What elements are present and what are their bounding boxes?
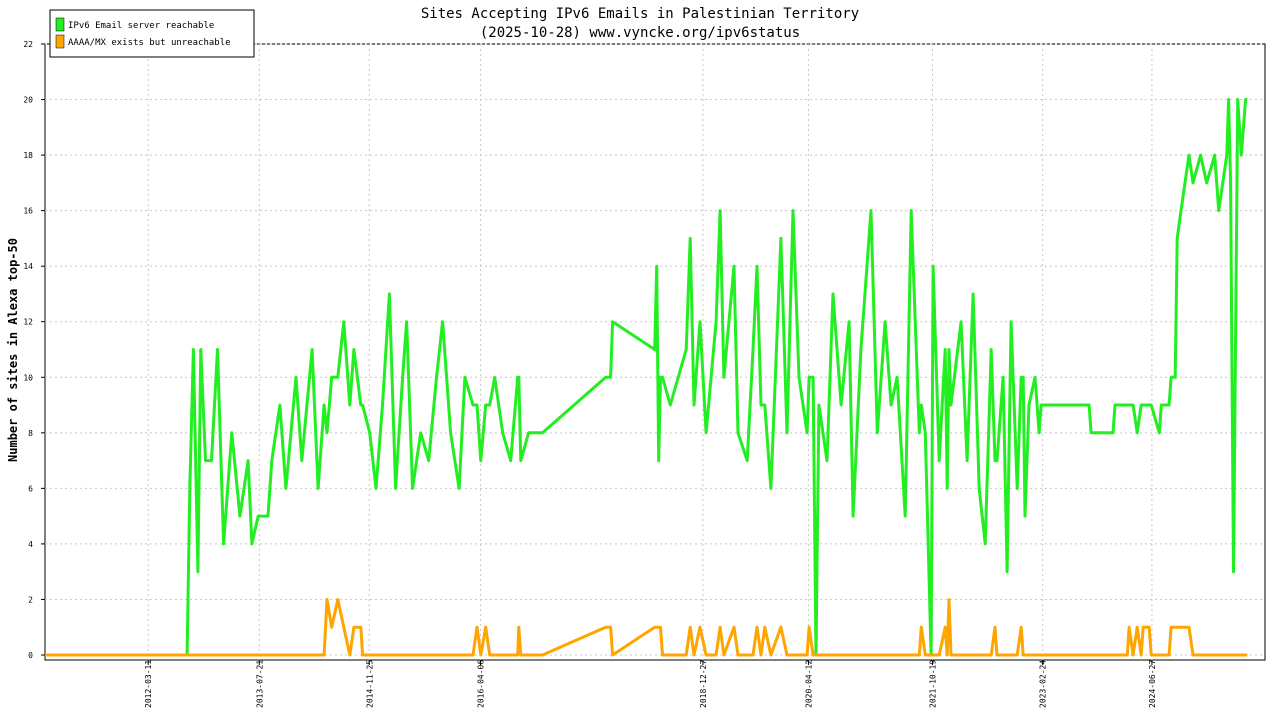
x-tick-label: 2018-12-27 (699, 660, 708, 708)
legend-label: AAAA/MX exists but unreachable (68, 38, 231, 48)
y-tick-label: 0 (28, 651, 33, 660)
x-tick-label: 2023-02-24 (1039, 660, 1048, 708)
y-tick-label: 6 (28, 484, 33, 493)
y-tick-label: 18 (23, 151, 33, 160)
legend-swatch (55, 34, 65, 49)
x-tick-label: 2012-03-11 (144, 660, 153, 708)
y-tick-label: 14 (23, 262, 33, 271)
x-tick-label: 2021-10-19 (928, 660, 937, 708)
legend-box (49, 9, 255, 58)
legend: IPv6 Email server reachable AAAA/MX exist… (49, 9, 255, 58)
x-tick-label: 2013-07-21 (255, 660, 264, 708)
chart-title: Sites Accepting IPv6 Emails in Palestini… (421, 6, 859, 22)
y-axis-label: Number of sites in Alexa top-50 (6, 238, 20, 462)
y-tick-label: 12 (23, 318, 33, 327)
y-tick-label: 20 (23, 96, 33, 105)
data-line (45, 98, 1248, 657)
legend-label: IPv6 Email server reachable (68, 21, 214, 31)
x-tick-label: 2024-06-27 (1148, 660, 1157, 708)
x-tick-label: 2016-04-06 (477, 660, 486, 708)
x-tick-label: 2020-04-12 (804, 660, 813, 708)
y-tick-label: 8 (28, 429, 33, 438)
y-tick-label: 16 (23, 207, 33, 216)
y-tick-label: 2 (28, 595, 33, 604)
x-tick-label: 2014-11-25 (365, 660, 374, 708)
y-tick-label: 4 (28, 540, 33, 549)
y-tick-label: 22 (23, 40, 33, 49)
chart-subtitle: (2025-10-28) www.vyncke.org/ipv6status (480, 25, 800, 41)
legend-swatch (55, 17, 65, 32)
y-tick-label: 10 (23, 373, 33, 382)
data-line (45, 598, 1248, 657)
